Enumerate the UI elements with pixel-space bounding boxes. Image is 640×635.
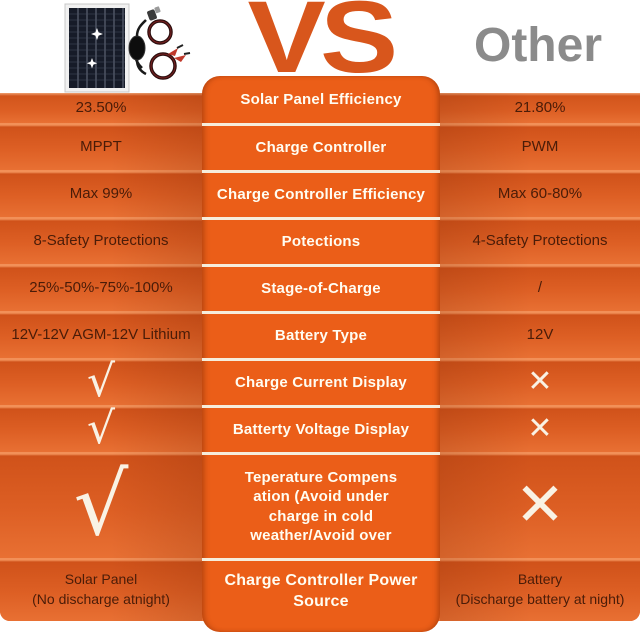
row-right-value: 4-Safety Protections — [440, 217, 640, 264]
check-icon: √ — [86, 402, 116, 454]
row-right-value: 21.80% — [440, 93, 640, 123]
row-right-value: Max 60-80% — [440, 170, 640, 217]
feature-label: Stage-of-Charge — [202, 264, 440, 311]
row-left-value: MPPT — [0, 123, 202, 170]
solar-panel-image — [64, 3, 191, 93]
feature-label: Charge Controller Power Source — [202, 558, 440, 632]
check-icon: √ — [86, 355, 116, 407]
feature-label: Batterty Voltage Display — [202, 405, 440, 452]
row-left-value: Max 99% — [0, 170, 202, 217]
row-right-value: ✕ — [440, 405, 640, 452]
row-left-value: √ — [0, 405, 202, 452]
cross-icon: ✕ — [527, 363, 553, 399]
check-icon: √ — [73, 455, 129, 555]
row-right-value: ✕ — [440, 358, 640, 405]
feature-label: Teperature Compens ation (Avoid under ch… — [202, 452, 440, 558]
row-right-value: Battery (Discharge battery at night) — [440, 558, 640, 621]
row-left-value: 25%-50%-75%-100% — [0, 264, 202, 311]
feature-label: Solar Panel Efficiency — [240, 90, 402, 108]
feature-label: Charge Controller Efficiency — [202, 170, 440, 217]
row-left-value: 8-Safety Protections — [0, 217, 202, 264]
cross-icon: ✕ — [527, 410, 553, 446]
row-right-value: PWM — [440, 123, 640, 170]
other-column-title: Other — [473, 19, 602, 72]
row-left-value: 12V-12V AGM-12V Lithium — [0, 311, 202, 358]
cross-icon: ✕ — [514, 470, 566, 540]
feature-label: Charge Controller — [202, 123, 440, 170]
center-feature-column: Solar Panel Efficiency Charge Controller C… — [202, 76, 440, 632]
row-left-value: Solar Panel (No discharge atnight) — [0, 558, 202, 621]
row-right-value: / — [440, 264, 640, 311]
row-right-value: ✕ — [440, 452, 640, 558]
feature-label: Potections — [202, 217, 440, 264]
row-left-value: √ — [0, 452, 202, 558]
feature-label: Battery Type — [202, 311, 440, 358]
row-right-value: 12V — [440, 311, 640, 358]
row-left-value: 23.50% — [0, 93, 202, 123]
feature-label: Charge Current Display — [202, 358, 440, 405]
row-left-value: √ — [0, 358, 202, 405]
vs-title: VS — [247, 0, 399, 94]
comparison-row: √ ✕ — [0, 452, 640, 558]
